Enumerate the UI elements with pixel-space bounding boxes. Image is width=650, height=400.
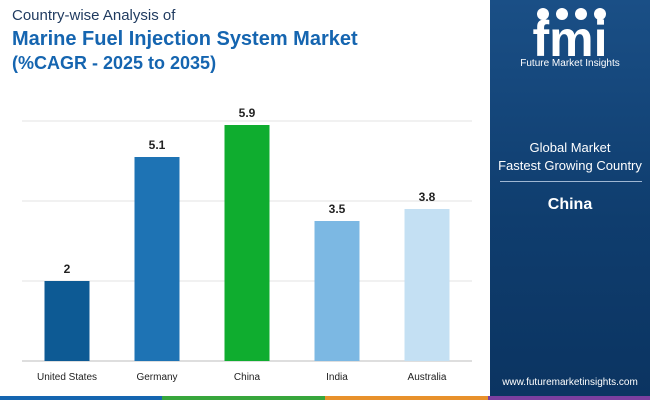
x-tick-label: India xyxy=(326,372,348,383)
bar-australia xyxy=(404,209,450,361)
title-line-1: Country-wise Analysis of xyxy=(12,7,176,24)
footer-strip-green xyxy=(162,396,325,400)
fastest-country: China xyxy=(547,196,593,213)
x-tick-label: Germany xyxy=(136,372,177,383)
panel-label-global-market: Global Market xyxy=(529,140,611,155)
panel-label-fastest-growing: Fastest Growing Country xyxy=(498,158,642,173)
footer-strip-blue xyxy=(0,396,162,400)
footer-strip-purple xyxy=(488,396,650,400)
data-label: 5.1 xyxy=(149,138,166,152)
bar-germany xyxy=(134,157,180,361)
bar-chart: 2 United States 5.1 Germany 5.9 China 3.5 India… xyxy=(22,106,472,383)
footer-strip-orange xyxy=(325,396,488,400)
title-line-2: Marine Fuel Injection System Market xyxy=(12,28,358,50)
data-label: 2 xyxy=(64,262,71,276)
data-label: 3.5 xyxy=(329,202,346,216)
website-url: www.futuremarketinsights.com xyxy=(502,377,638,388)
logo-subtitle: Future Market Insights xyxy=(520,58,620,69)
logo-text: fmi xyxy=(533,11,608,67)
panel-divider xyxy=(500,181,642,182)
title-line-3: (%CAGR - 2025 to 2035) xyxy=(12,53,217,73)
bar-united-states xyxy=(44,281,90,361)
data-label: 5.9 xyxy=(239,106,256,120)
x-tick-label: United States xyxy=(37,372,97,383)
x-tick-label: Australia xyxy=(408,372,447,383)
bar-india xyxy=(314,221,360,361)
fmi-logo: fmi xyxy=(533,8,608,67)
x-tick-label: China xyxy=(234,372,261,383)
bar-china xyxy=(224,125,270,361)
data-label: 3.8 xyxy=(419,190,436,204)
chart-title-block: Country-wise Analysis of Marine Fuel Inj… xyxy=(12,6,358,74)
side-panel: fmi Future Market Insights Global Market… xyxy=(490,0,650,400)
